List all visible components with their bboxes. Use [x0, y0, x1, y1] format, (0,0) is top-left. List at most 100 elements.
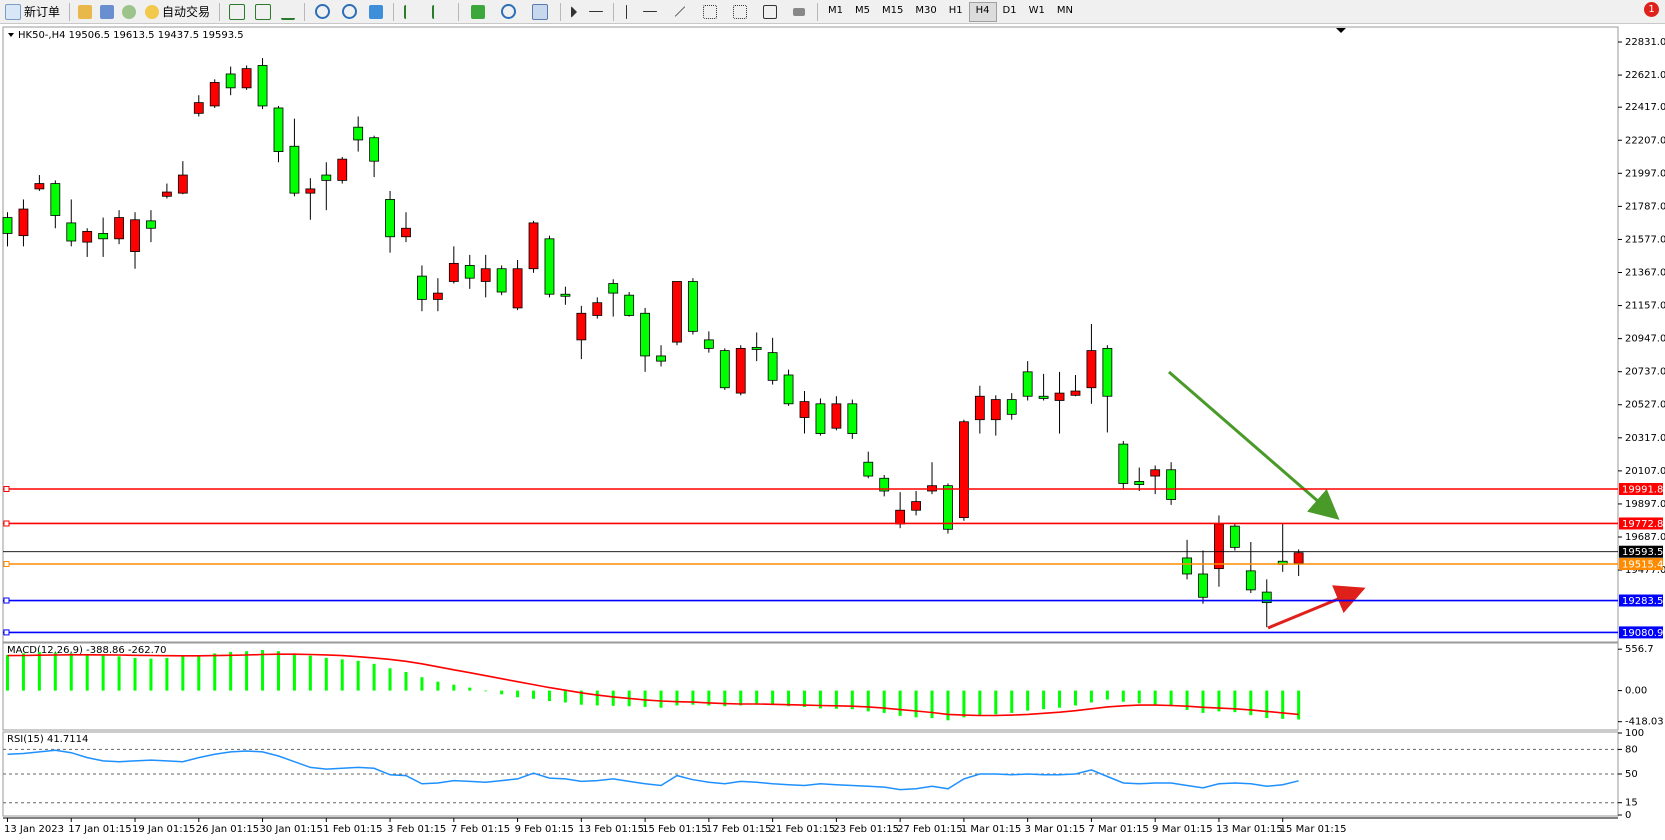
x-tick-label: 1 Mar 01:15 [961, 824, 1021, 835]
timeframe-button[interactable]: M30 [915, 4, 937, 16]
icon[interactable] [674, 6, 686, 17]
icon[interactable] [589, 11, 604, 12]
macd-bar [69, 653, 73, 691]
candle-body [1214, 523, 1224, 570]
icon[interactable] [404, 4, 420, 19]
new-order-button[interactable]: 新订单 [0, 2, 65, 22]
y-tick-label: 21577.0 [1625, 234, 1665, 245]
timeframe-button[interactable]: M1 [828, 4, 844, 16]
candle-body [895, 509, 906, 525]
icon[interactable] [626, 4, 628, 19]
separator [304, 2, 306, 21]
icon[interactable] [703, 4, 718, 19]
icon[interactable] [432, 4, 448, 19]
macd-bar [866, 690, 870, 712]
icon[interactable] [733, 4, 748, 19]
candle-body [98, 233, 109, 240]
macd-bar [1010, 690, 1014, 713]
candle-body [448, 262, 459, 282]
x-tick-label: 13 Mar 01:15 [1216, 824, 1283, 835]
title-marker [8, 33, 14, 37]
icon[interactable] [793, 7, 806, 16]
macd-bar [1217, 690, 1221, 712]
macd-bar [197, 655, 201, 691]
icon[interactable] [281, 4, 296, 20]
macd-bar [1169, 690, 1173, 707]
macd-bar [803, 690, 806, 707]
candle-body [289, 145, 300, 194]
candle-body [353, 126, 364, 141]
candle-body [177, 174, 188, 194]
timeframe-button[interactable]: W1 [1028, 4, 1045, 16]
icon[interactable] [501, 4, 517, 19]
macd-bar [532, 690, 536, 699]
macd-bar [6, 654, 9, 691]
macd-bar [484, 690, 488, 692]
icon[interactable] [763, 4, 778, 19]
icon[interactable] [369, 4, 384, 19]
trend-arrow-up [1267, 585, 1366, 630]
chart-title: HK50-,H4 19506.5 19613.5 19437.5 19593.5 [18, 30, 244, 41]
timeframe-button[interactable]: H4 [968, 1, 997, 22]
timeframe-button[interactable]: M5 [855, 4, 871, 16]
icon[interactable] [78, 4, 93, 19]
macd-bar [229, 651, 233, 691]
candle-body [1166, 469, 1177, 500]
macd-bar [1026, 690, 1030, 711]
rsi-label: RSI(15) 41.7114 [7, 734, 88, 745]
macd-bar [372, 663, 376, 691]
candle-body [1102, 347, 1113, 397]
macd-signal-line [7, 653, 1299, 717]
x-tick-label: 9 Feb 01:15 [515, 824, 574, 835]
x-tick-label: 1 Feb 01:15 [323, 824, 382, 835]
x-tick-label: 3 Feb 01:15 [387, 824, 446, 835]
price-tag-label: 19593.5 [1622, 547, 1663, 558]
macd-bar [149, 658, 153, 691]
candle-body [337, 158, 348, 181]
icon[interactable] [342, 4, 358, 19]
candle-body [672, 281, 682, 343]
timeframe-button[interactable]: M15 [882, 4, 904, 16]
price-tag [1619, 558, 1663, 571]
icon[interactable] [122, 4, 137, 19]
icon[interactable] [643, 11, 658, 12]
candle-body [879, 477, 890, 492]
y-tick-label: 22831.0 [1625, 37, 1665, 48]
icon[interactable] [229, 3, 246, 20]
candle-body [815, 403, 826, 434]
y-tick-label: 21787.0 [1625, 201, 1665, 212]
macd-bar [308, 655, 312, 691]
price-tag-label: 19515.4 [1622, 560, 1663, 571]
candle-body [1150, 469, 1161, 477]
candle-body [496, 268, 507, 293]
timeframe-bar: M1 M5 M15 M30 H1 H4 D1 W1 MN [822, 1, 1079, 22]
notification-badge[interactable]: 1 [1644, 2, 1659, 17]
candle-body [576, 312, 587, 341]
macd-bar [707, 690, 711, 706]
x-tick-label: 19 Jan 01:15 [132, 824, 195, 835]
candle-body [592, 302, 603, 316]
timeframe-button[interactable]: D1 [1002, 4, 1017, 16]
macd-bar [388, 668, 392, 691]
timeframe-button[interactable]: MN [1056, 4, 1073, 16]
icon[interactable] [571, 5, 578, 18]
price-tag [1619, 545, 1663, 558]
macd-bar [818, 690, 822, 709]
timeframe-button[interactable]: H1 [948, 4, 963, 16]
x-tick-label: 7 Feb 01:15 [451, 824, 510, 835]
auto-trading-button[interactable]: 自动交易 [140, 2, 215, 22]
x-tick-label: 13 Jan 2023 [4, 824, 64, 835]
macd-bar [404, 672, 408, 691]
y-tick-label: 20737.0 [1625, 367, 1665, 378]
icon[interactable] [255, 3, 272, 20]
price-tag-label: 19772.8 [1622, 519, 1663, 530]
icon[interactable] [532, 3, 549, 20]
icon[interactable] [315, 4, 331, 19]
separator [817, 2, 819, 21]
icon[interactable] [100, 4, 115, 19]
x-tick-label: 26 Jan 01:15 [196, 824, 259, 835]
icon[interactable] [471, 4, 486, 19]
macd-panel [2, 642, 1619, 731]
candle-body [911, 501, 921, 511]
separator [393, 2, 395, 21]
